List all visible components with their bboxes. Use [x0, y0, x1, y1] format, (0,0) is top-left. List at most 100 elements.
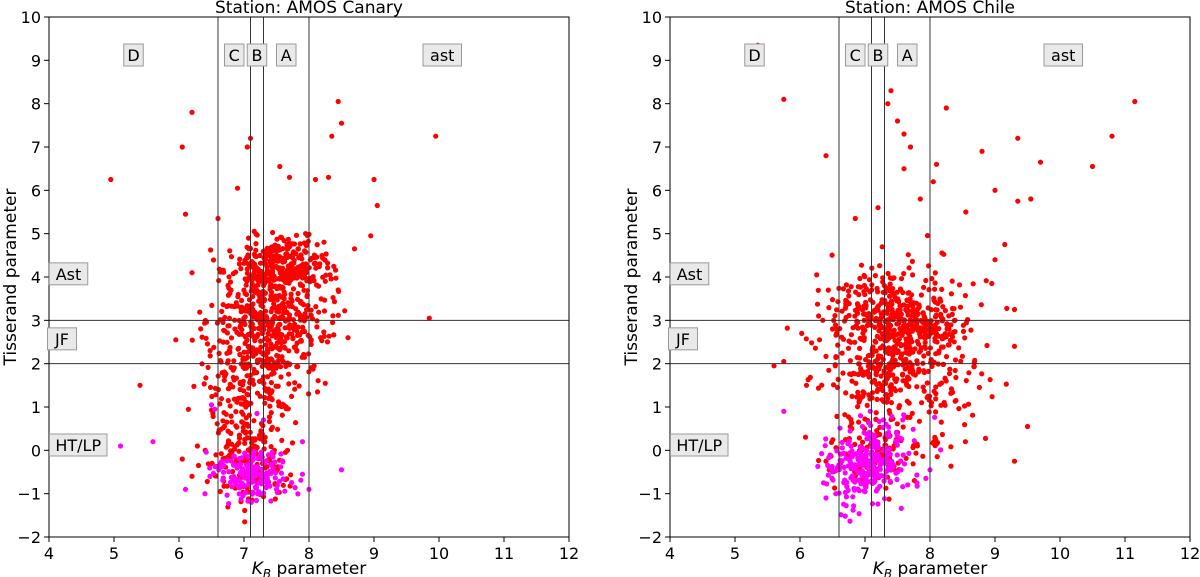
data-point	[894, 421, 900, 427]
data-point	[333, 275, 339, 281]
x-axis-label: KB parameter	[252, 559, 367, 577]
data-point	[891, 385, 897, 392]
data-point	[299, 283, 306, 289]
data-point	[266, 395, 272, 401]
data-point	[253, 247, 259, 253]
data-point	[225, 303, 232, 309]
data-point	[858, 284, 864, 290]
data-point	[311, 363, 317, 369]
data-point	[909, 258, 916, 264]
data-point	[210, 413, 216, 420]
data-point	[265, 374, 271, 380]
data-point	[374, 202, 380, 209]
data-point	[1011, 306, 1018, 313]
data-point	[834, 330, 840, 336]
data-point	[224, 339, 230, 345]
data-point	[941, 361, 947, 367]
data-point	[220, 339, 226, 345]
data-point	[843, 282, 850, 288]
data-point	[274, 340, 280, 346]
data-point	[208, 247, 214, 253]
data-point	[919, 400, 925, 406]
data-point	[267, 403, 273, 409]
data-point	[251, 325, 257, 332]
data-point	[302, 248, 308, 254]
data-point	[900, 452, 906, 458]
data-point	[224, 419, 230, 425]
data-point	[335, 287, 341, 293]
data-point	[915, 341, 922, 347]
data-point	[253, 472, 259, 478]
data-point	[1011, 458, 1018, 464]
data-point	[327, 272, 333, 278]
data-point	[250, 260, 256, 266]
data-point	[221, 369, 227, 375]
data-point	[286, 280, 292, 286]
data-point	[291, 241, 298, 247]
data-point	[311, 278, 317, 284]
data-point	[278, 314, 284, 320]
data-point	[952, 367, 958, 374]
data-point	[932, 299, 938, 305]
data-point	[244, 255, 251, 261]
data-point	[330, 295, 336, 301]
data-point	[280, 476, 286, 482]
data-point	[864, 472, 870, 478]
y-tick-label: 2	[652, 355, 662, 374]
data-point	[919, 325, 926, 331]
data-point	[204, 341, 211, 347]
data-point	[899, 436, 905, 442]
data-point	[268, 462, 274, 468]
data-point	[258, 344, 264, 350]
data-point	[866, 429, 873, 435]
data-point	[299, 329, 305, 335]
data-point	[848, 443, 854, 449]
data-point	[918, 292, 925, 298]
data-point	[285, 246, 291, 252]
data-point	[264, 277, 270, 283]
data-point	[242, 475, 248, 481]
data-point	[274, 236, 280, 242]
data-point	[251, 449, 257, 455]
data-point	[833, 322, 839, 328]
region-label: HT/LP	[49, 433, 108, 457]
data-point	[234, 396, 240, 403]
data-point	[281, 258, 288, 264]
data-point	[829, 475, 835, 481]
data-point	[962, 335, 968, 341]
data-point	[949, 334, 956, 340]
data-point	[244, 399, 250, 406]
data-point	[426, 315, 432, 321]
data-point	[924, 380, 930, 386]
data-point	[894, 118, 901, 124]
data-point	[289, 480, 295, 486]
data-point	[865, 368, 871, 375]
data-point	[217, 461, 224, 467]
data-point	[189, 337, 195, 343]
data-point	[276, 266, 282, 273]
data-point	[228, 413, 234, 419]
data-point	[947, 366, 953, 372]
svg-text:ast: ast	[1051, 46, 1075, 65]
data-point	[921, 353, 927, 359]
data-point	[933, 351, 939, 357]
data-point	[335, 312, 341, 318]
data-point	[220, 477, 226, 483]
data-point	[244, 303, 250, 309]
data-point	[834, 448, 840, 454]
data-point	[191, 383, 197, 389]
data-point	[858, 481, 864, 487]
data-point	[846, 438, 852, 444]
data-point	[874, 428, 880, 434]
data-point	[963, 209, 969, 215]
data-point	[268, 498, 274, 504]
data-point	[325, 174, 332, 180]
data-point	[905, 290, 911, 296]
data-point	[244, 337, 250, 343]
data-point	[268, 444, 274, 450]
data-point	[278, 284, 284, 290]
data-point	[814, 301, 821, 307]
data-point	[272, 459, 278, 465]
data-point	[807, 374, 813, 380]
y-tick-label: 4	[652, 268, 662, 287]
